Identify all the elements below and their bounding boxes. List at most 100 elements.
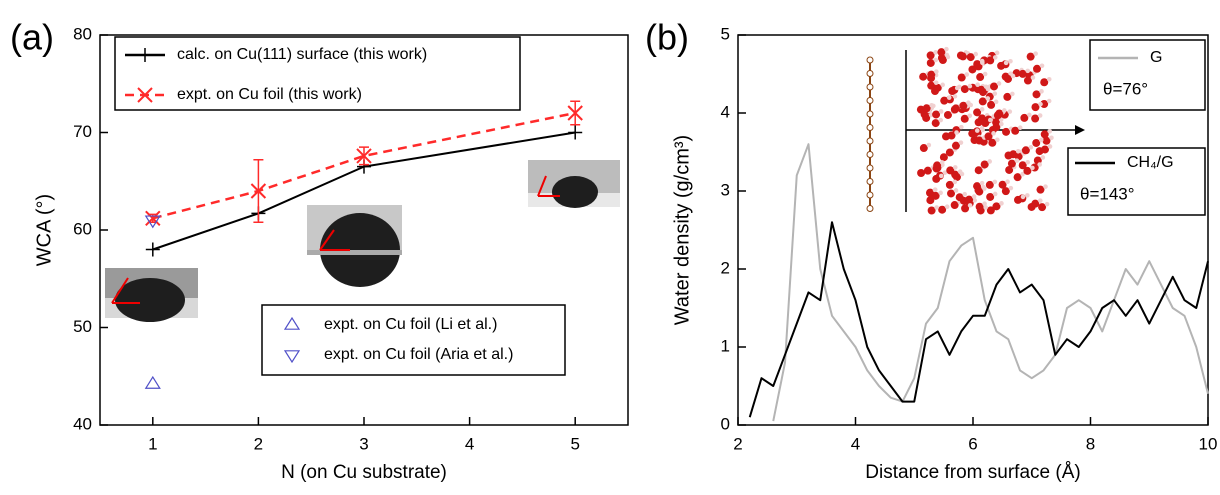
atom [1033, 51, 1038, 56]
atom [1023, 76, 1032, 85]
atom [944, 46, 949, 52]
marker [144, 215, 161, 229]
atom [1013, 173, 1022, 182]
atom [1011, 126, 1020, 135]
atom [927, 206, 936, 215]
atom [940, 82, 945, 88]
atom [972, 198, 977, 203]
atom [1031, 103, 1040, 112]
atom [996, 81, 1002, 86]
atom [1037, 113, 1043, 118]
legend-box [114, 36, 521, 111]
atom [975, 82, 980, 88]
x-tick-label: 4 [465, 434, 474, 453]
atom [926, 51, 935, 60]
atom [1018, 69, 1027, 78]
atom [1003, 60, 1009, 66]
atom [1046, 76, 1052, 82]
annotation: θ=143° [1080, 184, 1135, 203]
atom [992, 91, 998, 96]
atom [938, 109, 944, 114]
atom [976, 206, 985, 215]
atom [1043, 184, 1048, 189]
atom [971, 194, 977, 199]
atom [974, 128, 980, 133]
atom [1028, 144, 1034, 150]
legend-marker [283, 350, 301, 364]
x-tick-label: 10 [1199, 434, 1218, 453]
atom [937, 53, 946, 62]
atom [1005, 165, 1014, 174]
atom [1037, 198, 1043, 203]
atom [932, 187, 938, 193]
atom [1010, 91, 1015, 97]
atom [981, 184, 986, 190]
atom [1032, 90, 1041, 99]
atom [1010, 73, 1016, 79]
atom [1027, 112, 1032, 118]
y-tick-label: 60 [73, 219, 92, 238]
atom [926, 142, 932, 148]
atom [979, 180, 985, 186]
droplet-photo [307, 205, 402, 287]
atom [1008, 58, 1013, 64]
atom [980, 160, 989, 169]
atom [952, 94, 958, 99]
atom [933, 57, 939, 63]
atom [974, 186, 983, 195]
atom [968, 129, 977, 138]
atom [946, 166, 955, 175]
atom [973, 108, 982, 117]
atom [944, 52, 950, 58]
atom [999, 201, 1004, 206]
atom [919, 144, 928, 153]
atom [964, 72, 970, 77]
y-tick-label: 50 [73, 317, 92, 336]
atom [966, 53, 975, 62]
atom [1030, 75, 1036, 80]
atom [1040, 78, 1049, 87]
atom [984, 132, 993, 141]
atom [866, 70, 874, 77]
atom [992, 179, 998, 185]
atom [974, 166, 983, 175]
legend-label: CH₄/G [1127, 154, 1174, 171]
atom [981, 119, 990, 128]
atom [958, 52, 967, 61]
atom [979, 107, 985, 112]
atom [992, 202, 1001, 211]
atom [927, 70, 936, 79]
x-tick-label: 8 [1086, 434, 1095, 453]
atom [1031, 199, 1040, 208]
atom [1047, 129, 1053, 134]
atom [932, 174, 941, 183]
atom [1037, 162, 1043, 167]
x-tick-label: 5 [570, 434, 579, 453]
atom [1047, 144, 1053, 149]
atom [982, 71, 988, 77]
atom [995, 109, 1004, 118]
atom [866, 137, 874, 145]
atom [866, 124, 874, 131]
atom [866, 205, 874, 212]
legend-label: G [1150, 49, 1162, 66]
atom [961, 204, 970, 213]
atom [1032, 138, 1041, 147]
atom [982, 201, 987, 207]
atom [1009, 150, 1018, 159]
atom [976, 73, 985, 82]
atom [986, 206, 995, 215]
atom [997, 61, 1006, 70]
atom [966, 100, 971, 105]
atom [933, 50, 938, 55]
atom [945, 148, 954, 157]
x-tick-label: 2 [733, 434, 742, 453]
atom [959, 124, 964, 130]
atom [943, 110, 952, 119]
legend-box [261, 304, 566, 376]
atom [942, 170, 948, 175]
atom [866, 110, 874, 118]
x-tick-label: 4 [851, 434, 860, 453]
atom [866, 56, 874, 64]
marker [567, 105, 583, 121]
